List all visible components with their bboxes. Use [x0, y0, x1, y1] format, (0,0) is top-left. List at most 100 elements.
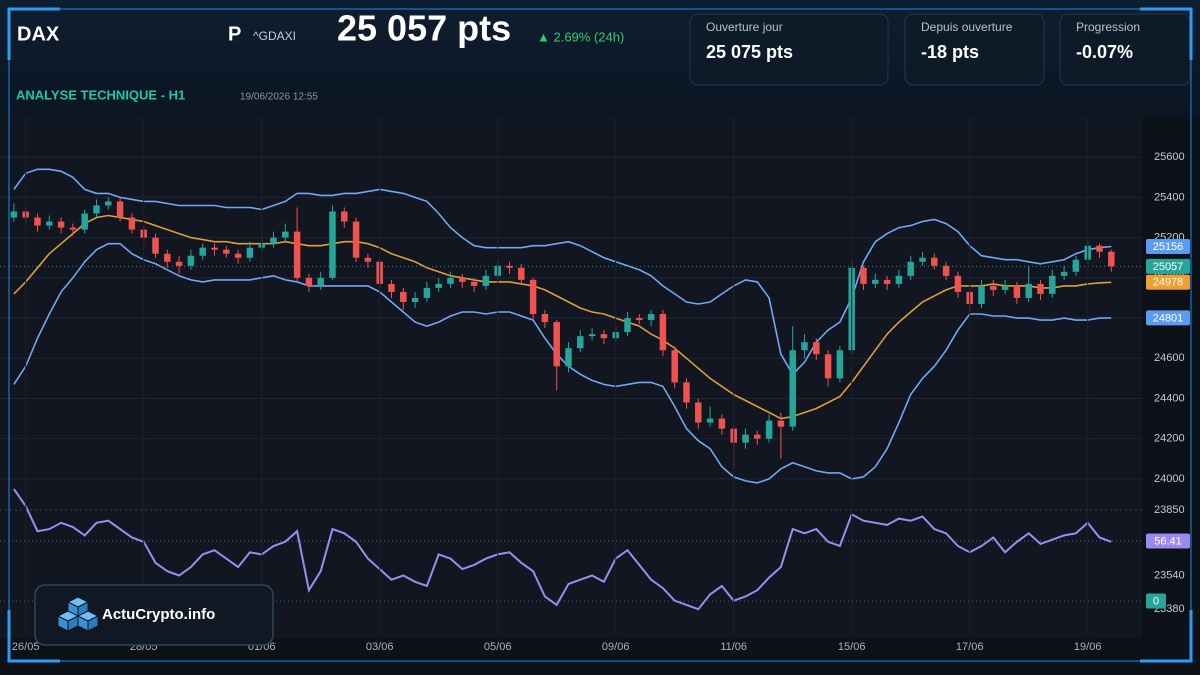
last-value-label: 25057 [1153, 261, 1184, 273]
stat-card [689, 13, 889, 86]
candle-body [234, 253, 242, 258]
y-tick-label: 24400 [1154, 392, 1185, 404]
candle-body [895, 275, 903, 284]
candle-body [152, 237, 159, 254]
candle-body [754, 434, 761, 439]
candle-body [683, 382, 690, 403]
candle-body [411, 297, 419, 302]
symbol: DAX [17, 23, 60, 45]
candle-body [518, 267, 525, 280]
subtitle: ANALYSE TECHNIQUE - H1 [16, 87, 185, 102]
y2-tick-label: 23850 [1154, 504, 1185, 516]
candle-body [341, 211, 348, 222]
candle-body [282, 231, 289, 238]
x-tick-label: 19/06 [1074, 641, 1102, 653]
candle-body [1037, 283, 1044, 294]
last-value-box [1146, 310, 1190, 326]
candle-body [836, 350, 844, 379]
candle-body [81, 213, 88, 230]
marker-box [1146, 533, 1190, 549]
last-value-box [1146, 274, 1190, 290]
frame [7, 7, 1193, 663]
indicator-line [13, 488, 1112, 611]
plot: 2400024200244002460024800250002520025400… [0, 118, 1190, 653]
candle-body [777, 420, 785, 427]
x-tick-label: 09/06 [602, 641, 630, 653]
candle-body [305, 277, 313, 286]
indicator-pane [13, 488, 1112, 611]
plot-bg [0, 118, 1142, 638]
candle-body [636, 318, 643, 321]
candle-body [919, 257, 926, 262]
y-tick-label: 24200 [1154, 433, 1185, 445]
candle-body [1049, 275, 1056, 294]
candle-body [175, 261, 183, 266]
candle-body [824, 354, 832, 379]
candle-body [789, 350, 796, 427]
candle-body [647, 314, 655, 321]
candle-body [1108, 251, 1115, 267]
stats: Ouverture jour 25 075 pts Depuis ouverture… [689, 13, 1191, 86]
candle-body [317, 277, 324, 286]
stat-label: Depuis ouverture [921, 20, 1013, 34]
x-tick-label: 05/06 [484, 641, 512, 653]
candle-body [459, 277, 466, 282]
candle-body [1001, 285, 1009, 290]
candle-body [105, 201, 112, 206]
ticker: ^GDAXI [253, 29, 296, 43]
candle-body [624, 318, 631, 333]
candle-body [860, 267, 867, 284]
last-value-label: 24801 [1153, 312, 1184, 324]
stat-value: 25 075 pts [706, 42, 793, 62]
candle-body [931, 257, 938, 266]
band-line [13, 214, 1112, 420]
header: DAX P ^GDAXI 25 057 pts ▲ 2.69% (24h) AN… [16, 8, 624, 103]
candle-body [329, 211, 336, 278]
candle-body [388, 283, 395, 292]
candle-body [1013, 285, 1021, 298]
watermark: ActuCrypto.info [102, 606, 215, 623]
candle-body [1072, 259, 1080, 272]
candle-body [742, 434, 749, 443]
y-tick-label: 25400 [1154, 191, 1185, 203]
candle-body [801, 342, 808, 351]
candle-body [1096, 245, 1103, 252]
candle-body [470, 281, 478, 286]
candle-body [978, 285, 985, 304]
marker-label: 56.41 [1154, 535, 1182, 547]
candle-body [600, 334, 608, 339]
candle-body [423, 287, 431, 298]
candle-body [69, 227, 77, 230]
y2-tick-label: 23540 [1154, 569, 1185, 581]
candle-body [765, 420, 773, 439]
candle-body [10, 211, 18, 218]
candle-body [93, 205, 100, 214]
band-line [13, 242, 1112, 484]
stat-value: -0.07% [1076, 42, 1133, 62]
candle-body [907, 261, 914, 276]
candle-body [435, 283, 442, 288]
candle-body [695, 402, 702, 423]
x-tick-label: 11/06 [720, 641, 747, 653]
candle-body [588, 334, 596, 337]
candle-body [990, 285, 997, 290]
x-tick-label: 17/06 [956, 641, 984, 653]
x-tick-label: 26/05 [12, 641, 40, 653]
candle-body [223, 249, 230, 254]
candle-body [883, 279, 891, 284]
price: 25 057 pts [337, 8, 511, 49]
candle-body [128, 217, 136, 230]
candle-body [553, 322, 560, 367]
last-value-label: 24978 [1153, 277, 1184, 289]
stat-label: Progression [1076, 20, 1140, 34]
change: ▲ 2.69% (24h) [537, 29, 624, 44]
candle-body [529, 279, 537, 315]
candle-body [872, 279, 879, 284]
candle-body [447, 277, 454, 284]
candle-body [706, 418, 714, 423]
y-tick-label: 24000 [1154, 473, 1185, 485]
stat-value: -18 pts [921, 42, 979, 62]
marker-label: 0 [1153, 595, 1159, 607]
candle-body [400, 291, 407, 302]
